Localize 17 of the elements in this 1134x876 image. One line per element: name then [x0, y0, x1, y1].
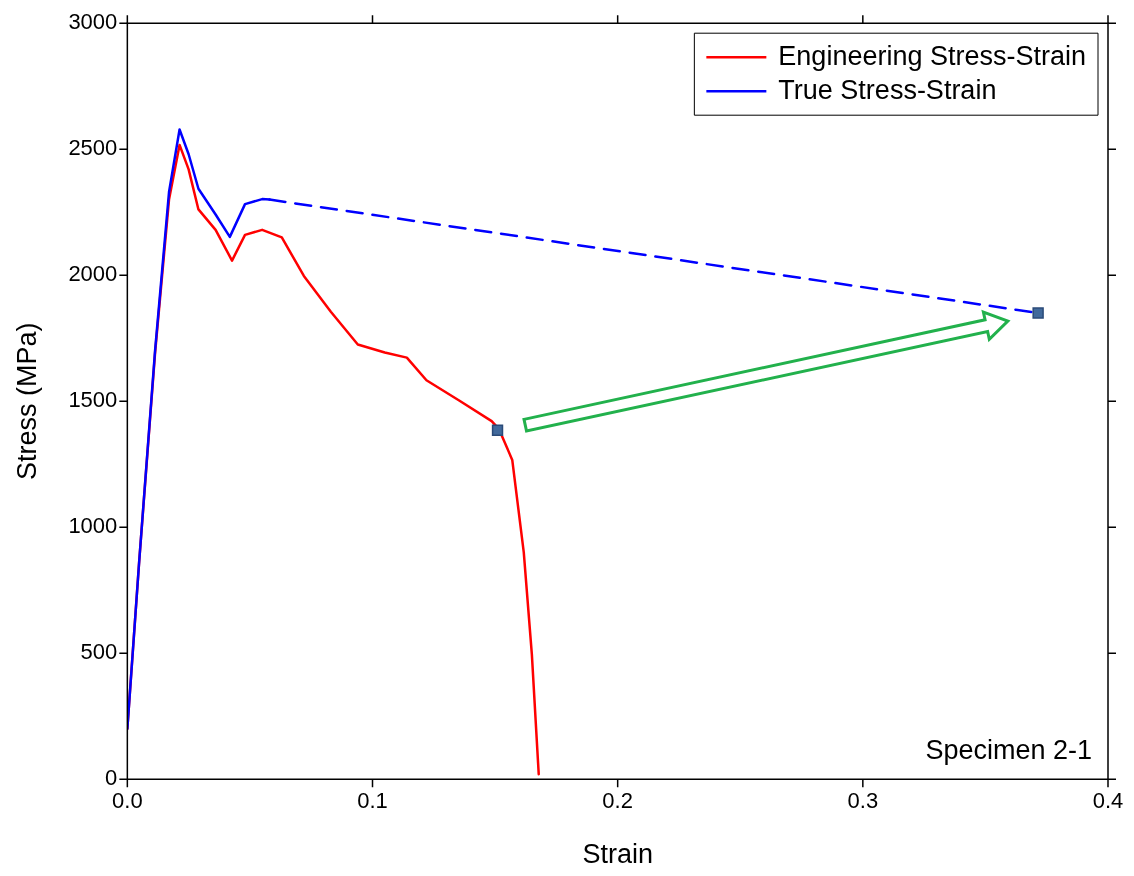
y-tick-label: 500 [80, 639, 118, 665]
x-tick-label: 0.2 [602, 788, 633, 814]
x-tick-label: 0.1 [357, 788, 388, 814]
y-tick-label: 3000 [68, 9, 118, 35]
x-tick-label: 0.4 [1092, 788, 1124, 814]
y-tick-label: 2500 [68, 135, 118, 161]
y-tick-label: 1500 [68, 387, 118, 413]
x-tick-label: 0.0 [112, 788, 143, 814]
x-axis-title: Strain [582, 839, 653, 870]
annotation: Specimen 2-1 [925, 735, 1092, 766]
y-tick-label: 1000 [68, 513, 118, 539]
legend-label: True Stress-Strain [778, 74, 997, 105]
x-tick-label: 0.3 [847, 788, 879, 814]
y-axis-title: Stress (MPa) [11, 322, 42, 480]
y-tick-label: 0 [105, 765, 118, 791]
y-tick-label: 2000 [68, 261, 118, 287]
legend-label: Engineering Stress-Strain [778, 40, 1086, 71]
